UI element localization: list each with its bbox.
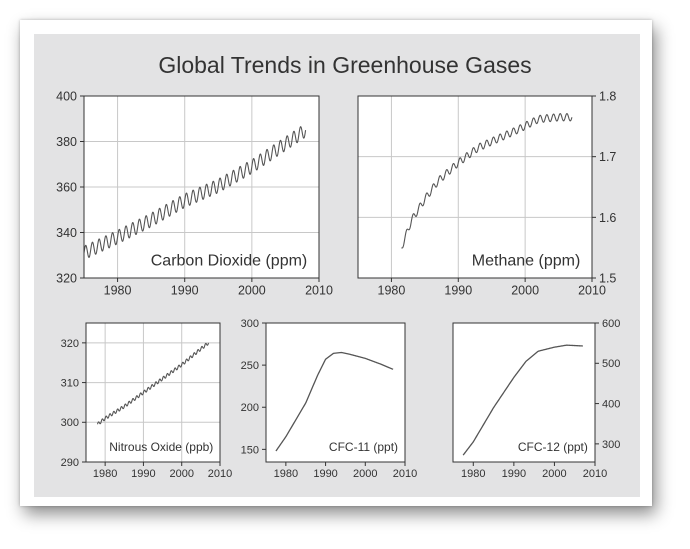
plot-area [453, 323, 595, 462]
y-tick-label: 200 [241, 402, 259, 414]
series-line-cfc11 [275, 351, 394, 452]
series-label-cfc12: CFC-12 (ppt) [518, 440, 588, 454]
plot-frame [85, 322, 221, 463]
x-tick-label: 1990 [171, 284, 199, 298]
y-tick-label: 400 [56, 90, 77, 104]
series-label-cfc11: CFC-11 (ppt) [329, 440, 398, 454]
chart-cfc11: 1980 1990 2000 2010 150 200 250 300 CFC-11 (ppt) [241, 318, 418, 480]
y-tick-label: 300 [602, 439, 620, 451]
series-label-co2: Carbon Dioxide (ppm) [151, 252, 308, 269]
x-tick-label: 1980 [274, 468, 298, 480]
chart-cfc12: 1980 1990 2000 2010 300 400 500 600 CFC-12 (ppt) [452, 318, 620, 480]
series-label-ch4: Methane (ppm) [472, 252, 581, 269]
y-tick-label: 320 [61, 338, 79, 350]
y-tick-label: 500 [602, 358, 620, 370]
y-tick-label: 380 [56, 135, 77, 149]
x-tick-label: 1980 [378, 284, 406, 298]
x-tick-label: 2000 [353, 468, 377, 480]
y-tick-label: 310 [61, 378, 79, 390]
y-tick-label: 400 [602, 399, 620, 411]
x-tick-label: 2010 [393, 468, 417, 480]
plot-area [358, 96, 592, 278]
series-line-cfc12 [462, 344, 583, 456]
x-tick-label: 2010 [583, 468, 607, 480]
x-tick-label: 1990 [502, 468, 526, 480]
x-tick-label: 2010 [578, 284, 606, 298]
x-tick-label: 1980 [104, 284, 132, 298]
plot-frame [265, 322, 406, 463]
y-tick-label: 300 [241, 318, 259, 330]
y-tick-label: 1.6 [599, 211, 616, 225]
x-tick-label: 2010 [305, 284, 333, 298]
x-tick-label: 1990 [131, 468, 155, 480]
x-tick-label: 2000 [238, 284, 266, 298]
y-tick-label: 1.8 [599, 90, 616, 104]
series-line-n2o [96, 342, 210, 425]
x-tick-label: 2010 [208, 468, 232, 480]
series-line-ch4 [401, 113, 573, 249]
y-tick-label: 250 [241, 360, 259, 372]
chart-co2: 1980 1990 2000 2010 320 340 360 380 400 Carbon Di… [56, 90, 333, 298]
y-tick-label: 300 [61, 417, 79, 429]
plot-frame [452, 322, 596, 463]
series-line-co2 [83, 126, 307, 258]
x-tick-label: 2000 [511, 284, 539, 298]
y-tick-label: 1.5 [599, 272, 616, 286]
x-tick-label: 1980 [93, 468, 117, 480]
plot-area [266, 323, 405, 462]
x-tick-label: 1990 [444, 284, 472, 298]
plot-frame [357, 95, 593, 279]
x-tick-label: 1980 [461, 468, 485, 480]
plot-area [86, 323, 220, 462]
y-tick-label: 600 [602, 318, 620, 330]
x-tick-label: 1990 [313, 468, 337, 480]
y-tick-label: 1.7 [599, 150, 616, 164]
y-tick-label: 290 [61, 457, 79, 469]
x-tick-label: 2000 [542, 468, 566, 480]
y-tick-label: 150 [241, 444, 259, 456]
y-tick-label: 360 [56, 181, 77, 195]
chart-n2o: 1980 1990 2000 2010 290 300 310 320 Nitrous Oxid… [61, 322, 232, 480]
series-label-n2o: Nitrous Oxide (ppb) [109, 440, 213, 454]
x-tick-label: 2000 [169, 468, 193, 480]
figure-title: Global Trends in Greenhouse Gases [158, 52, 532, 78]
y-tick-label: 340 [56, 226, 77, 240]
y-tick-label: 320 [56, 272, 77, 286]
